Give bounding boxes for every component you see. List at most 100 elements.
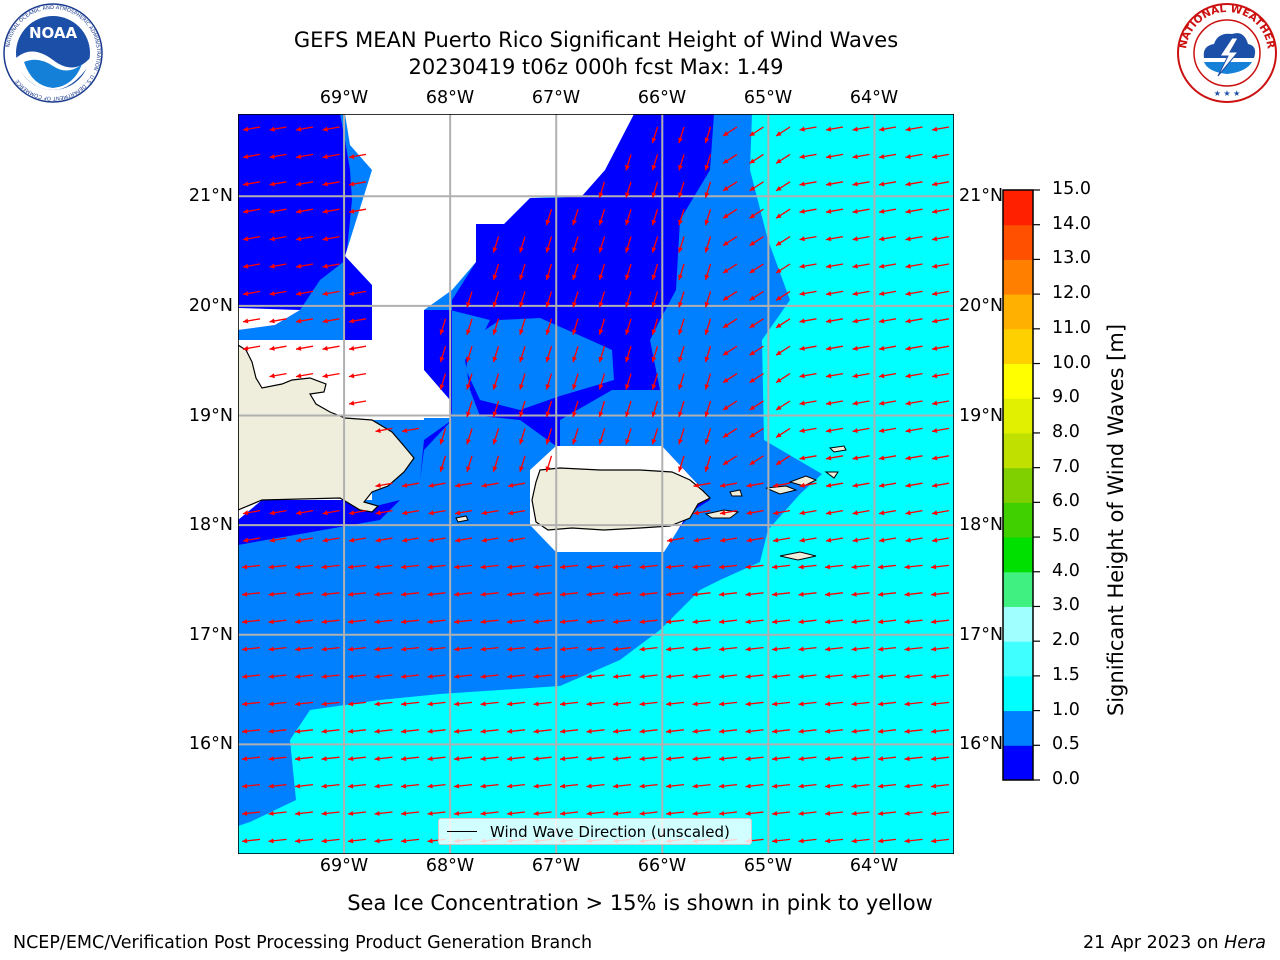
wind-wave-arrowhead	[826, 482, 832, 488]
wind-wave-arrowhead	[519, 384, 524, 390]
wind-wave-arrowhead	[466, 438, 471, 445]
wind-wave-arrowhead	[826, 126, 832, 132]
wind-wave-arrowhead	[772, 564, 778, 570]
colorbar-tick-label: 1.0	[1052, 699, 1080, 720]
wind-wave-arrowhead	[666, 591, 672, 597]
wave-band-0.5-1.0	[466, 318, 614, 410]
wind-wave-arrowhead	[825, 728, 831, 734]
colorbar-segment	[1003, 190, 1033, 226]
wind-wave-arrowhead	[322, 154, 328, 159]
wind-wave-arrowhead	[704, 164, 710, 171]
wind-wave-arrowhead	[704, 247, 710, 253]
wind-wave-arrowhead	[322, 373, 328, 379]
wind-wave-arrowhead	[639, 783, 645, 789]
wind-wave-arrowhead	[492, 411, 498, 417]
wind-wave-arrowhead	[427, 564, 433, 570]
wind-wave-arrowhead	[723, 459, 729, 465]
wind-wave-arrowhead	[723, 268, 729, 273]
wind-wave-arrowhead	[242, 756, 248, 762]
wind-wave-arrowhead	[427, 646, 433, 652]
wind-wave-arrowhead	[904, 564, 910, 570]
wind-wave-arrowhead	[879, 291, 885, 296]
wind-wave-arrowhead	[852, 154, 858, 159]
wind-wave-arrowhead	[905, 318, 911, 324]
wind-wave-arrowhead	[454, 783, 460, 789]
colorbar-segment	[1003, 224, 1033, 260]
wind-wave-arrowhead	[704, 466, 710, 472]
wind-wave-arrowhead	[439, 438, 445, 445]
wind-wave-arrowhead	[678, 329, 683, 335]
wind-wave-arrowhead	[776, 131, 782, 136]
wind-wave-arrowhead	[613, 701, 619, 707]
wind-wave-arrowhead	[322, 208, 328, 214]
wind-wave-arrowhead	[693, 482, 699, 488]
wind-wave-arrowhead	[851, 591, 857, 597]
wind-wave-arrowhead	[481, 482, 487, 488]
wind-wave-arrowhead	[545, 329, 551, 335]
wind-wave-arrowhead	[825, 673, 831, 679]
wind-wave-arrowhead	[454, 591, 460, 597]
wind-wave-arrowhead	[745, 619, 751, 625]
land-island	[824, 471, 839, 479]
wind-wave-arrowhead	[776, 405, 782, 410]
wind-wave-arrowhead	[772, 756, 778, 762]
wind-wave-arrowhead	[268, 783, 274, 789]
colorbar-tick-label: 11.0	[1052, 317, 1091, 338]
wind-wave-arrowhead	[268, 701, 274, 707]
wind-wave-arrowhead	[851, 783, 857, 789]
wind-wave-arrowhead	[560, 673, 566, 679]
wind-wave-arrowhead	[269, 181, 275, 187]
wind-wave-arrowhead	[242, 728, 248, 734]
colorbar-tick-label: 5.0	[1052, 526, 1080, 547]
wind-wave-arrowhead	[296, 208, 302, 214]
land-island	[828, 445, 847, 453]
wind-wave-arrowhead	[651, 411, 657, 417]
wind-wave-arrowhead	[625, 356, 630, 363]
wind-wave-arrowhead	[625, 438, 630, 445]
colorbar-segment	[1003, 363, 1033, 399]
wind-wave-arrowhead	[454, 728, 460, 734]
wind-wave-arrowhead	[749, 377, 756, 383]
wind-wave-arrowhead	[772, 701, 778, 707]
wind-wave-arrowhead	[878, 646, 884, 652]
wind-wave-arrowhead	[466, 384, 471, 390]
wind-wave-arrowhead	[598, 192, 604, 198]
wind-wave-arrowhead	[545, 411, 551, 417]
wind-wave-arrowhead	[799, 510, 805, 516]
wind-wave-arrowhead	[723, 295, 729, 301]
wind-wave-arrowhead	[905, 373, 911, 379]
wind-wave-arrowhead	[586, 591, 592, 597]
colorbar-tick-label: 13.0	[1052, 248, 1091, 269]
wind-wave-arrowhead	[572, 329, 577, 335]
wind-wave-arrowhead	[560, 591, 566, 597]
wind-wave-arrowhead	[666, 646, 672, 652]
wind-wave-arrowhead	[401, 564, 407, 570]
wind-wave-arrowhead	[560, 564, 566, 570]
wind-wave-arrowhead	[879, 455, 885, 461]
wind-wave-arrowhead	[773, 482, 779, 488]
wave-band-0.0-0.5	[238, 114, 352, 330]
wind-wave-arrowhead	[374, 646, 380, 652]
wind-wave-arrowhead	[932, 537, 938, 543]
wind-wave-arrowhead	[242, 810, 248, 816]
colorbar-tick-label: 14.0	[1052, 213, 1091, 234]
wind-wave-arrowhead	[348, 728, 354, 734]
wind-wave-arrowhead	[269, 126, 275, 132]
wind-wave-arrowhead	[321, 838, 327, 844]
wind-wave-arrowhead	[296, 345, 302, 351]
wind-wave-arrowhead	[878, 783, 884, 789]
wind-wave-arrowhead	[295, 591, 301, 597]
wind-wave-arrowhead	[374, 838, 380, 844]
wind-wave-arrowhead	[242, 619, 248, 625]
wind-wave-arrowhead	[533, 619, 539, 625]
wind-wave-arrowhead	[507, 701, 513, 707]
wind-wave-arrowhead	[492, 466, 498, 472]
wind-wave-arrowhead	[723, 213, 729, 219]
wind-wave-arrowhead	[723, 322, 729, 328]
wind-wave-arrowhead	[466, 301, 471, 308]
lon-label-bottom: 69°W	[319, 856, 369, 876]
wind-wave-arrowhead	[651, 301, 657, 308]
wind-wave-arrowhead	[480, 728, 486, 734]
wind-wave-arrowhead	[427, 810, 433, 816]
wind-wave-arrowhead	[349, 510, 355, 516]
